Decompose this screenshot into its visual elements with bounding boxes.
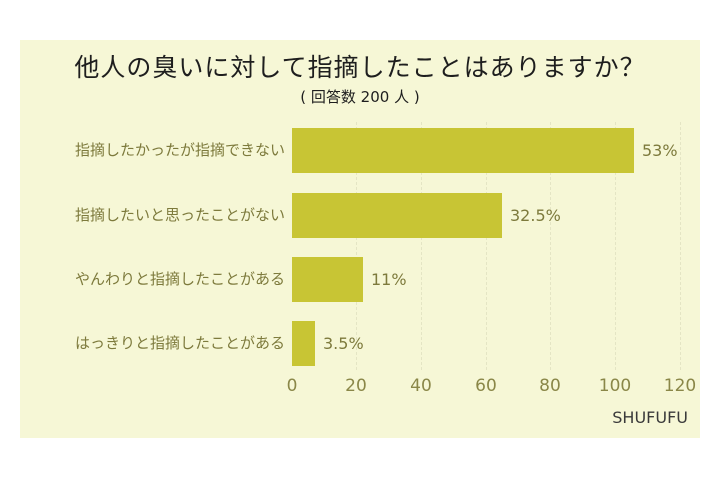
value-label: 3.5%: [323, 334, 364, 353]
x-tick: 40: [410, 376, 432, 396]
bar: [292, 193, 502, 238]
gridline: [550, 122, 551, 370]
gridline: [615, 122, 616, 370]
bar: [292, 257, 363, 302]
x-tick: 100: [598, 376, 632, 396]
source-credit: SHUFUFU: [612, 408, 688, 427]
x-tick: 0: [286, 376, 298, 396]
bar: [292, 128, 634, 173]
gridline: [421, 122, 422, 370]
category-label: はっきりと指摘したことがある: [74, 334, 285, 352]
category-label: やんわりと指摘したことがある: [74, 270, 285, 288]
value-label: 32.5%: [510, 206, 561, 225]
gridline: [680, 122, 681, 370]
gridline: [486, 122, 487, 370]
x-tick: 120: [663, 376, 697, 396]
x-tick: 80: [539, 376, 561, 396]
x-tick: 60: [475, 376, 497, 396]
chart-subtitle: ( 回答数 200 人 ): [300, 88, 420, 106]
x-tick: 20: [345, 376, 367, 396]
bar: [292, 321, 315, 366]
chart-title: 他人の臭いに対して指摘したことはありますか？: [74, 53, 646, 82]
chart-panel: 他人の臭いに対して指摘したことはありますか？ ( 回答数 200 人 ) 指摘し…: [20, 40, 700, 438]
category-label: 指摘したいと思ったことがない: [74, 206, 285, 224]
value-label: 53%: [642, 141, 678, 160]
category-label: 指摘したかったが指摘できない: [74, 141, 285, 159]
value-label: 11%: [371, 270, 407, 289]
gridline: [356, 122, 357, 370]
